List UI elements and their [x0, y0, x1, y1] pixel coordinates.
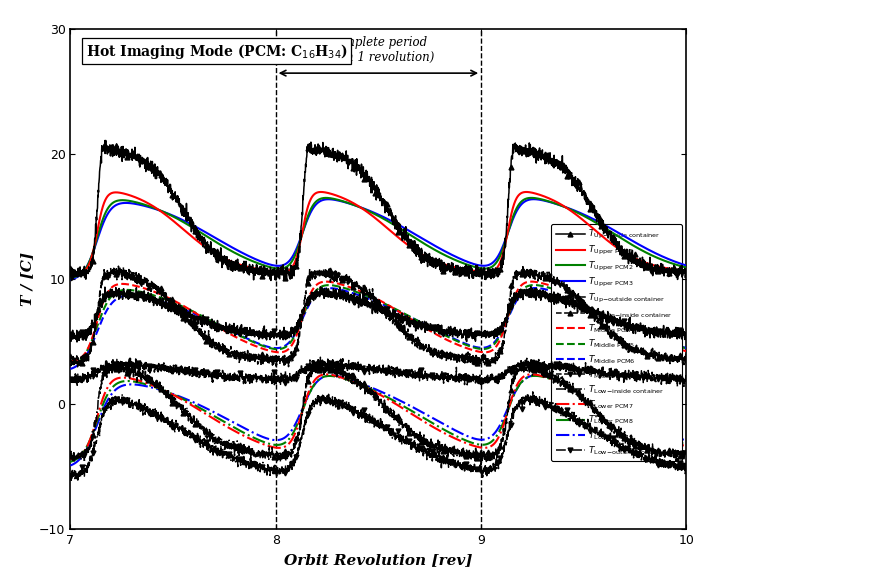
- Text: complete period
(with 1 revolution): complete period (with 1 revolution): [323, 36, 434, 64]
- X-axis label: Orbit Revolution [rev]: Orbit Revolution [rev]: [284, 553, 473, 567]
- Legend: $T_{\rm Up\!-\!inside\ container}$, $T_{\rm Upper\ PCM1}$, $T_{\rm Upper\ PCM2}$: $T_{\rm Up\!-\!inside\ container}$, $T_{…: [551, 224, 682, 461]
- Text: Hot Imaging Mode (PCM: C$_{16}$H$_{34}$): Hot Imaging Mode (PCM: C$_{16}$H$_{34}$): [86, 42, 348, 61]
- Y-axis label: T / [C]: T / [C]: [19, 252, 33, 306]
